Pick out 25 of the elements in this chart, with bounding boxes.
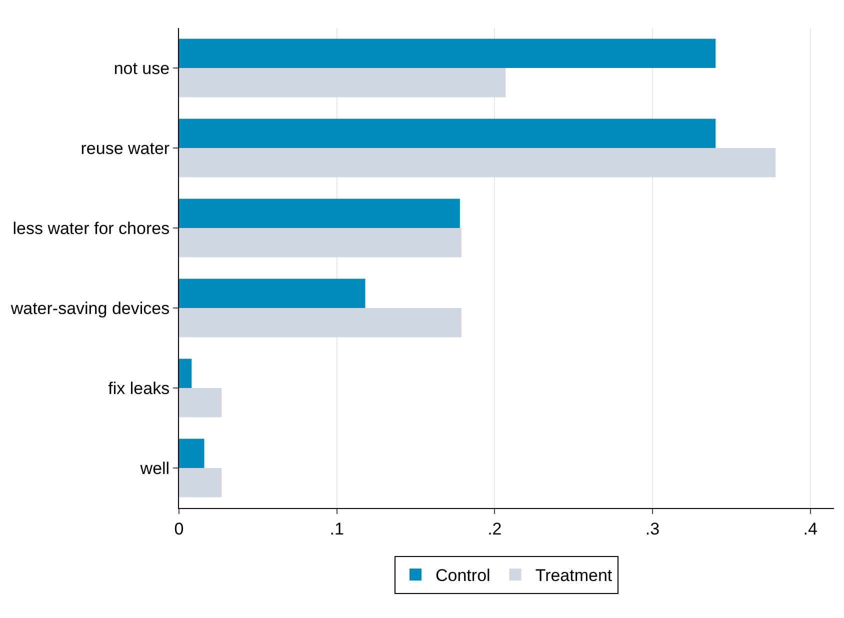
y-tick-label: fix leaks xyxy=(108,378,170,398)
x-tick-label: 0 xyxy=(174,519,184,538)
legend-label: Control xyxy=(436,566,490,586)
y-tick-label: not use xyxy=(114,58,170,78)
bar xyxy=(179,198,460,228)
y-tick-label: water-saving devices xyxy=(10,298,170,318)
bar xyxy=(179,358,192,388)
legend-label: Treatment xyxy=(535,566,612,586)
bar xyxy=(179,148,776,178)
bar xyxy=(179,468,222,498)
bar xyxy=(179,68,506,98)
x-tick-label: .4 xyxy=(803,519,818,538)
bar xyxy=(179,438,204,468)
bar xyxy=(179,308,462,338)
bar xyxy=(179,278,366,308)
y-tick-label: less water for chores xyxy=(12,218,170,238)
bar xyxy=(179,118,716,148)
bar xyxy=(179,38,716,68)
bar xyxy=(179,388,222,418)
y-tick-label: well xyxy=(139,458,170,478)
y-tick-label: reuse water xyxy=(80,138,170,158)
x-tick-label: .3 xyxy=(645,519,660,538)
x-tick-label: .2 xyxy=(488,519,502,538)
x-tick-label: .1 xyxy=(330,519,344,538)
bar xyxy=(179,228,462,258)
